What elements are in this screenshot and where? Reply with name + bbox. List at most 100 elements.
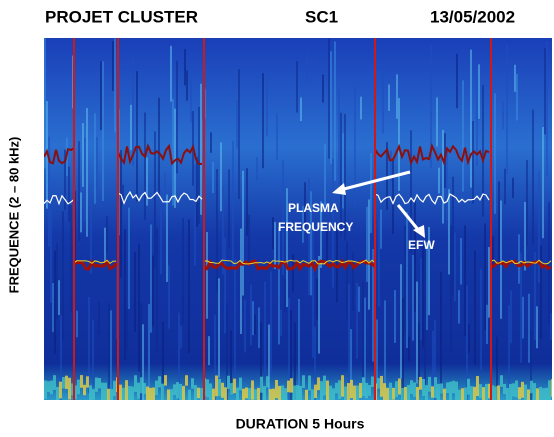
streak [106,215,108,253]
streak [410,130,412,254]
low-band [173,384,176,396]
streak [536,306,538,349]
streak [450,224,452,353]
streak [306,51,308,83]
streak [380,209,382,249]
low-band [86,376,89,388]
low-band [164,375,167,386]
streak [438,167,440,194]
streak [266,76,268,137]
streak [276,113,278,161]
streak [478,64,480,119]
streak [548,202,550,326]
streak [114,38,116,133]
low-band [212,388,215,400]
streak [424,249,426,388]
streak [382,73,384,134]
streak [94,113,96,204]
low-band [407,384,410,400]
streak [442,129,444,224]
low-band [485,383,488,400]
annotation: PLASMA [288,201,339,215]
low-band [182,385,185,400]
streak [132,53,134,167]
low-band [92,389,95,400]
streak [390,150,392,182]
streak [102,61,104,201]
low-band [362,377,365,397]
streak [294,322,296,400]
low-band [56,387,59,400]
streak [238,69,240,200]
streak [448,189,450,275]
streak [510,290,512,344]
low-band [464,387,467,400]
streak [110,310,112,400]
low-band [170,389,173,400]
streak [372,248,374,362]
streak [128,207,130,310]
streak [376,319,378,400]
streak [378,218,380,307]
trace [73,258,118,271]
streak [508,304,510,400]
streak [418,323,420,381]
streak [356,282,358,359]
streak [64,149,66,210]
low-band [524,384,527,400]
low-band [380,375,383,397]
streak [304,182,306,230]
low-band [506,388,509,400]
streak [396,74,398,119]
low-band [299,385,302,400]
streak [414,198,416,312]
low-band [281,385,284,400]
low-band [209,383,212,400]
low-band [257,387,260,400]
streak [288,297,290,400]
low-band [332,388,335,400]
streak [470,49,472,188]
streak [158,97,160,196]
streak [542,126,544,239]
title: PROJET CLUSTER [45,7,198,26]
streak [350,329,352,400]
streak [150,224,152,333]
streak [468,324,470,353]
streak [370,153,372,234]
low-band [167,389,170,400]
low-band [353,385,356,400]
streak [360,96,362,120]
low-band [227,375,230,389]
streak [528,293,530,363]
streak [300,97,302,122]
low-band [263,386,266,400]
low-band [197,387,200,399]
streak [308,178,310,296]
low-band [59,381,62,399]
low-band [551,379,552,397]
low-band [335,382,338,394]
streak [460,237,462,285]
streak [352,251,354,311]
low-band [452,380,455,394]
annotations: PLASMA FREQUENCY EFW [278,170,435,252]
streak [400,264,402,379]
streak [456,53,458,109]
streak [302,205,304,243]
low-band [50,380,53,395]
trace [44,147,75,165]
streak [512,177,514,198]
streak [134,252,136,333]
streak [48,136,50,248]
streak [242,170,244,296]
low-band [113,380,116,397]
streak [258,307,260,349]
streak [440,272,442,394]
streak [68,166,70,222]
low-band [395,381,398,398]
streak [274,221,276,269]
low-band [545,387,548,400]
low-band [101,382,104,400]
streak [198,107,200,224]
